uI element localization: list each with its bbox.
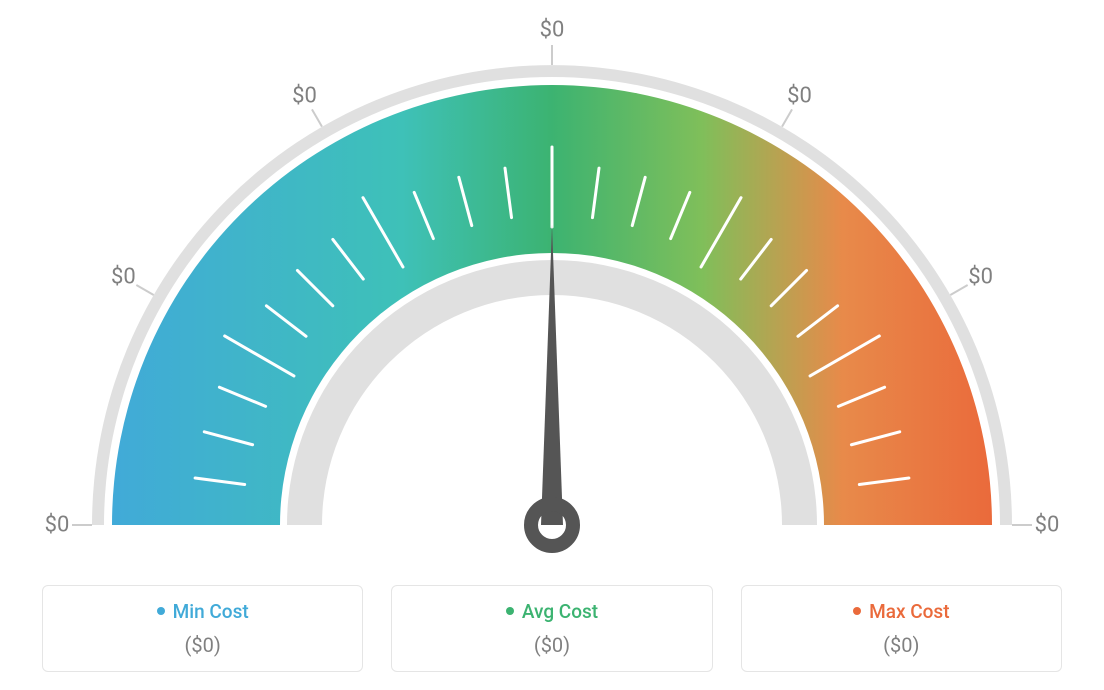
legend-avg-label: Avg Cost	[506, 600, 598, 623]
legend-card-max: Max Cost ($0)	[741, 585, 1062, 672]
gauge-tick-label: $0	[1035, 513, 1060, 538]
gauge-tick-label: $0	[540, 17, 565, 42]
legend-row: Min Cost ($0) Avg Cost ($0) Max Cost ($0…	[42, 585, 1062, 672]
gauge-major-tick	[782, 109, 792, 126]
gauge-tick-label: $0	[968, 265, 993, 290]
gauge-tick-label: $0	[787, 84, 812, 109]
gauge-major-tick	[312, 109, 322, 126]
legend-max-label: Max Cost	[853, 600, 949, 623]
cost-gauge-container: $0 $0 $0 $0 $0 $0 $0 Min Cost ($0) Avg Cost ($…	[0, 0, 1104, 690]
gauge-major-tick	[136, 285, 153, 295]
legend-card-avg: Avg Cost ($0)	[391, 585, 712, 672]
legend-max-value: ($0)	[754, 633, 1049, 657]
legend-avg-value: ($0)	[404, 633, 699, 657]
gauge-tick-label: $0	[292, 84, 317, 109]
gauge-tick-label: $0	[45, 513, 70, 538]
legend-min-value: ($0)	[55, 633, 350, 657]
legend-card-min: Min Cost ($0)	[42, 585, 363, 672]
gauge-major-tick	[950, 285, 967, 295]
gauge-svg	[22, 20, 1082, 580]
gauge-tick-label: $0	[111, 265, 136, 290]
legend-min-label: Min Cost	[157, 600, 249, 623]
gauge-chart: $0 $0 $0 $0 $0 $0 $0	[22, 20, 1082, 580]
